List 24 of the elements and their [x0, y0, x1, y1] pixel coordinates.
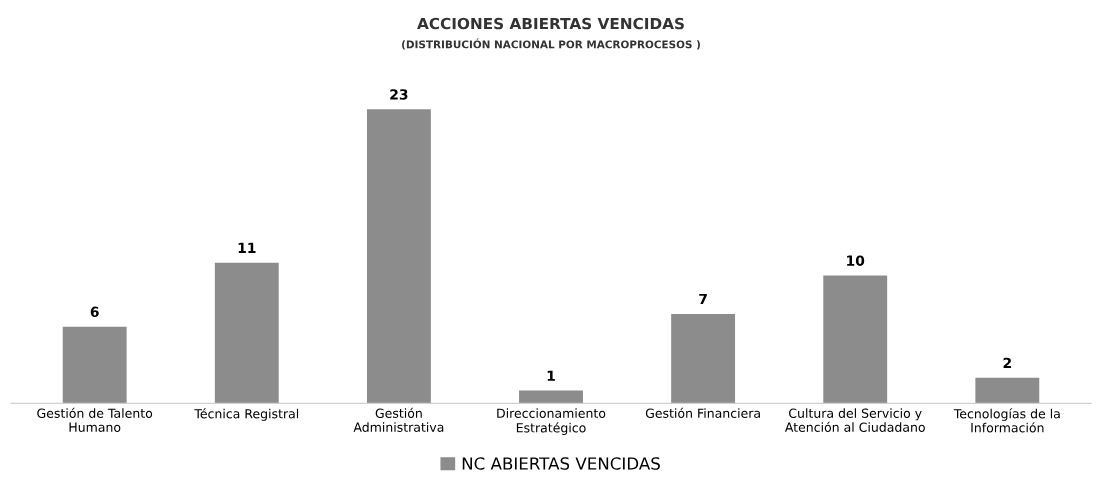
- chart-title: ACCIONES ABIERTAS VENCIDAS: [417, 17, 684, 30]
- data-label: 1: [547, 370, 555, 381]
- data-label: 11: [238, 242, 256, 253]
- x-tick-label: Tecnologías de la Información: [953, 408, 1060, 433]
- x-tick-label: Técnica Registral: [194, 408, 299, 421]
- bar: [214, 262, 279, 404]
- bar: [62, 326, 127, 404]
- data-label: 10: [847, 255, 865, 266]
- x-tick-label: Direccionamiento Estratégico: [497, 408, 606, 435]
- x-tick-label: Gestión Administrativa: [353, 407, 444, 432]
- x-tick-label: Gestión de Talento Humano: [37, 407, 153, 432]
- data-label: 2: [1003, 357, 1011, 368]
- bar: [366, 109, 431, 404]
- x-tick-label: Cultura del Servicio y Atención al Ciudadano: [784, 408, 925, 432]
- bar: [519, 390, 583, 404]
- data-label: 7: [699, 293, 707, 305]
- data-label: 6: [90, 306, 99, 318]
- legend-label: NC ABIERTAS VENCIDAS: [462, 457, 660, 470]
- bar: [823, 275, 888, 404]
- bar: [975, 377, 1040, 404]
- chart-subtitle: (DISTRIBUCIÓN NACIONAL POR MACROPROCESOS ): [402, 38, 700, 50]
- x-tick-label: Gestión Financiera: [645, 407, 760, 418]
- bar: [671, 313, 736, 404]
- data-label: 23: [390, 89, 408, 100]
